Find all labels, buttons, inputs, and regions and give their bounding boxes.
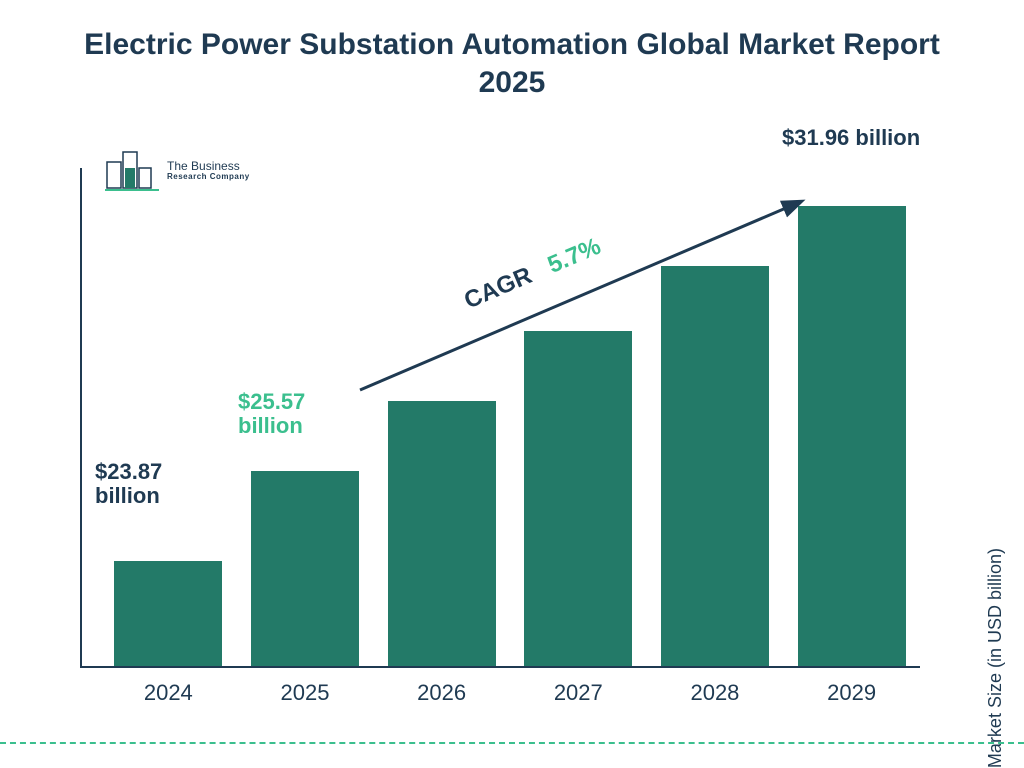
bar-wrap xyxy=(108,561,228,666)
value-label-2029: $31.96 billion xyxy=(782,126,920,150)
bar-2027 xyxy=(524,331,632,666)
y-axis-label: Market Size (in USD billion) xyxy=(985,548,1006,768)
bar-2026 xyxy=(388,401,496,666)
x-label: 2025 xyxy=(245,680,365,706)
x-label: 2027 xyxy=(518,680,638,706)
bar-wrap xyxy=(245,471,365,666)
x-label: 2029 xyxy=(792,680,912,706)
footer-divider xyxy=(0,742,1024,744)
chart-area: 202420252026202720282029 xyxy=(80,158,940,698)
bar-wrap xyxy=(655,266,775,666)
x-label: 2024 xyxy=(108,680,228,706)
value-label-2024: $23.87billion xyxy=(95,460,162,508)
bar-2028 xyxy=(661,266,769,666)
x-axis xyxy=(80,666,920,668)
bar-wrap xyxy=(382,401,502,666)
chart-title: Electric Power Substation Automation Glo… xyxy=(0,0,1024,101)
x-label: 2026 xyxy=(382,680,502,706)
y-axis xyxy=(80,168,82,668)
bars-container xyxy=(100,168,920,666)
bar-2025 xyxy=(251,471,359,666)
bar-wrap xyxy=(518,331,638,666)
bar-2024 xyxy=(114,561,222,666)
value-label-2025: $25.57billion xyxy=(238,390,305,438)
x-labels-container: 2024 2025 2026 2027 2028 2029 xyxy=(100,680,920,706)
bar-wrap xyxy=(792,206,912,666)
x-label: 2028 xyxy=(655,680,775,706)
bar-2029 xyxy=(798,206,906,666)
